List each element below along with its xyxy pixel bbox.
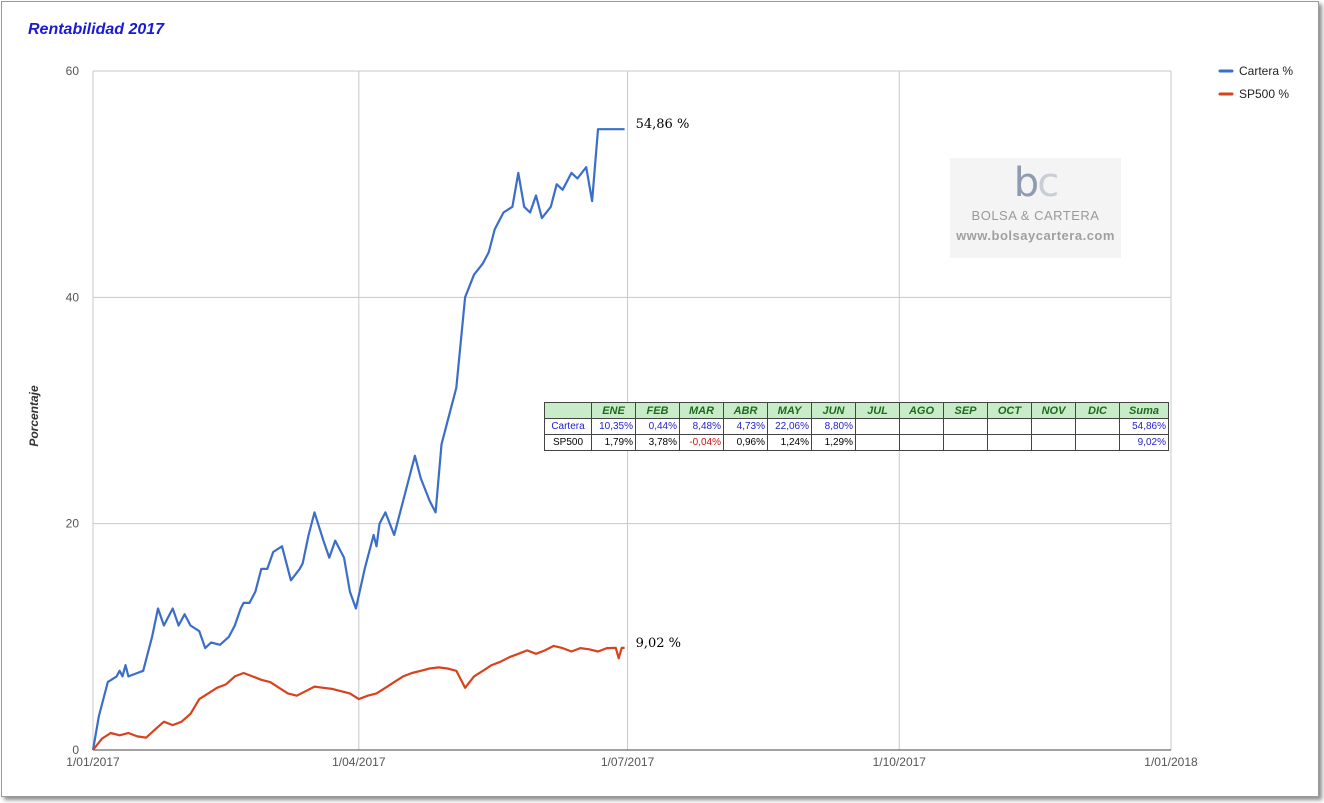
y-tick-label: 0 bbox=[72, 743, 79, 757]
table-header-cell: ABR bbox=[723, 402, 768, 419]
table-row: SP500 1,79% 3,78% -0,04% 0,96% 1,24% 1,29% 9,02… bbox=[544, 434, 1169, 451]
table-header-cell: FEB bbox=[635, 402, 680, 419]
table-cell bbox=[1075, 434, 1120, 451]
table-cell bbox=[1075, 418, 1120, 435]
table-cell: 1,29% bbox=[811, 434, 856, 451]
table-corner-cell bbox=[544, 402, 592, 419]
watermark-url: www.bolsaycartera.com bbox=[956, 228, 1115, 243]
table-header-cell: AGO bbox=[899, 402, 944, 419]
table-cell bbox=[1031, 434, 1076, 451]
table-header-cell: DIC bbox=[1075, 402, 1120, 419]
end-labels: 54,86 % 9,02 % bbox=[636, 117, 690, 651]
chart-title: Rentabilidad 2017 bbox=[28, 21, 165, 38]
bc-logo: bc bbox=[1013, 160, 1059, 206]
table-cell: 8,48% bbox=[679, 418, 724, 435]
table-cell bbox=[943, 418, 988, 435]
series-line-cartera bbox=[91, 128, 625, 751]
table-cell: 0,44% bbox=[635, 418, 680, 435]
table-header-cell: MAR bbox=[679, 402, 724, 419]
series-line-sp500 bbox=[92, 644, 625, 751]
table-header-row: ENE FEB MAR ABR MAY JUN JUL AGO SEP OCT NOV DIC Suma bbox=[544, 402, 1169, 419]
table-cell bbox=[943, 434, 988, 451]
table-header-cell: NOV bbox=[1031, 402, 1076, 419]
x-tick-label: 1/07/2017 bbox=[601, 755, 655, 769]
table-cell: 10,35% bbox=[591, 418, 636, 435]
table-row: Cartera 10,35% 0,44% 8,48% 4,73% 22,06% 8,80% 5… bbox=[544, 418, 1169, 435]
x-tick-label: 1/01/2018 bbox=[1144, 755, 1198, 769]
table-sum-cell: 54,86% bbox=[1119, 418, 1169, 435]
y-tick-label: 60 bbox=[66, 64, 80, 78]
x-tick-label: 1/01/2017 bbox=[66, 755, 120, 769]
legend-label: Cartera % bbox=[1239, 64, 1293, 78]
legend: Cartera % SP500 % bbox=[1218, 64, 1293, 101]
table-cell: 3,78% bbox=[635, 434, 680, 451]
table-cell bbox=[855, 434, 900, 451]
table-sum-cell: 9,02% bbox=[1119, 434, 1169, 451]
watermark-name: BOLSA & CARTERA bbox=[971, 208, 1100, 223]
table-cell bbox=[899, 434, 944, 451]
watermark: bc BOLSA & CARTERA www.bolsaycartera.com bbox=[950, 158, 1121, 258]
table-header-cell: SEP bbox=[943, 402, 988, 419]
table-header-cell: JUL bbox=[855, 402, 900, 419]
table-header-cell: MAY bbox=[767, 402, 812, 419]
end-value-label: 9,02 % bbox=[636, 636, 681, 651]
axis-ticks: 1/01/2017 1/04/2017 1/07/2017 1/10/2017 1/01… bbox=[66, 64, 1198, 769]
table-cell: -0,04% bbox=[679, 434, 724, 451]
table-cell bbox=[899, 418, 944, 435]
x-tick-label: 1/04/2017 bbox=[332, 755, 386, 769]
table-cell: 8,80% bbox=[811, 418, 856, 435]
table-row-label: SP500 bbox=[544, 434, 592, 451]
table-cell bbox=[855, 418, 900, 435]
monthly-returns-table: ENE FEB MAR ABR MAY JUN JUL AGO SEP OCT NOV DIC Suma… bbox=[544, 402, 1169, 451]
table-cell bbox=[987, 418, 1032, 435]
table-cell: 22,06% bbox=[767, 418, 812, 435]
y-tick-label: 40 bbox=[66, 290, 80, 304]
table-body: Cartera 10,35% 0,44% 8,48% 4,73% 22,06% 8,80% 5… bbox=[544, 418, 1169, 451]
table-header-cell: Suma bbox=[1119, 402, 1169, 419]
y-axis-label: Porcentaje bbox=[27, 385, 41, 447]
table-header-cell: JUN bbox=[811, 402, 856, 419]
table-cell bbox=[1031, 418, 1076, 435]
x-tick-label: 1/10/2017 bbox=[873, 755, 927, 769]
table-header-cell: ENE bbox=[591, 402, 636, 419]
table-cell: 1,79% bbox=[591, 434, 636, 451]
y-tick-label: 20 bbox=[66, 517, 80, 531]
series-lines bbox=[91, 128, 625, 751]
table-row-label: Cartera bbox=[544, 418, 592, 435]
table-cell bbox=[987, 434, 1032, 451]
table-header-cell: OCT bbox=[987, 402, 1032, 419]
table-cell: 1,24% bbox=[767, 434, 812, 451]
end-value-label: 54,86 % bbox=[636, 117, 690, 132]
legend-label: SP500 % bbox=[1239, 87, 1289, 101]
table-cell: 0,96% bbox=[723, 434, 768, 451]
table-cell: 4,73% bbox=[723, 418, 768, 435]
